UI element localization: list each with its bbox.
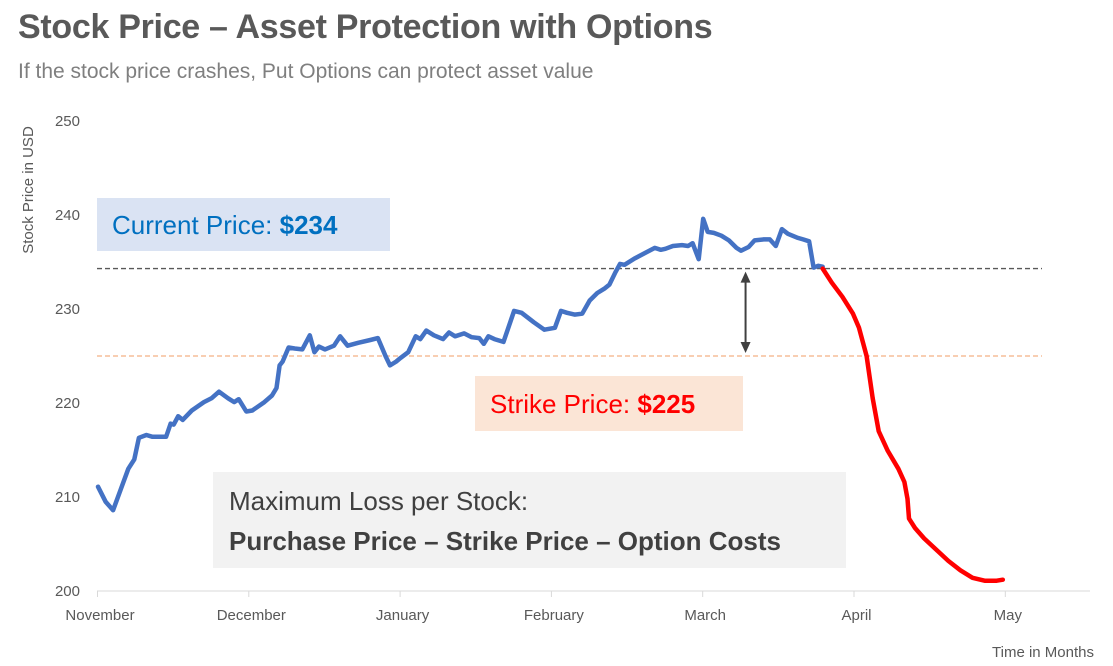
chart-subtitle: If the stock price crashes, Put Options … [18,60,594,83]
max-loss-line2: Purchase Price – Strike Price – Option C… [229,526,781,556]
x-tick-label: January [376,607,430,624]
price-gap-arrow [740,271,751,353]
strike-price-box [475,376,743,431]
y-tick-label: 230 [55,301,80,318]
max-loss-box [213,472,846,568]
current-price-box [97,198,390,251]
historical-price-line [95,216,825,513]
y-tick-label: 220 [55,395,80,412]
y-tick-label: 250 [55,113,80,130]
arrow-head-down [740,342,751,353]
y-tick-label: 200 [55,583,80,600]
max-loss-line1: Maximum Loss per Stock: [229,486,528,516]
x-axis-title: Time in Months [992,644,1094,661]
x-tick-label: April [841,607,871,624]
strike-price-value: $225 [637,389,695,419]
y-tick-label: 210 [55,489,80,506]
series-lines [95,216,1006,583]
y-axis: 200 210 220 230 240 250 [55,113,80,600]
x-tick-labels: November December January February March Apri… [65,607,1022,624]
current-price-label: Current Price: $234 [112,210,338,240]
projected-crash-line [820,266,1006,583]
y-axis-title: Stock Price in USD [20,126,37,254]
y-tick-label: 240 [55,207,80,224]
x-tick-label: December [217,607,286,624]
reference-lines [97,267,1042,357]
arrow-head-up [740,271,751,283]
strike-price-label: Strike Price: $225 [490,389,695,419]
x-tick-label: February [524,607,585,624]
x-tick-label: May [994,607,1023,624]
x-tick-label: March [684,607,726,624]
x-tick-label: November [65,607,134,624]
chart-title: Stock Price – Asset Protection with Opti… [18,8,713,46]
x-axis [97,591,1006,597]
current-price-value: $234 [280,210,338,240]
